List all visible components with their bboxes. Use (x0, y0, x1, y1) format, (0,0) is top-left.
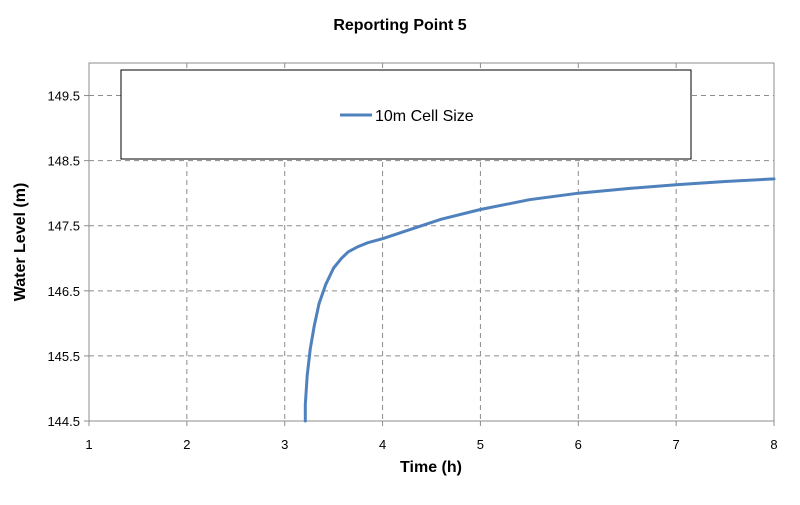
y-axis: 144.5 145.5 146.5 147.5 148.5 149.5 (47, 89, 89, 429)
legend: 10m Cell Size (120, 69, 692, 160)
x-tick-label: 4 (379, 437, 386, 452)
y-tick-label: 149.5 (47, 89, 80, 104)
x-tick-label: 6 (575, 437, 582, 452)
series-line-10m-cell-size (303, 177, 776, 423)
x-axis-label: Time (h) (400, 459, 462, 476)
y-axis-label: Water Level (m) (12, 183, 29, 302)
plot-area (88, 62, 775, 422)
x-tick-label: 7 (673, 437, 680, 452)
y-tick-label: 144.5 (47, 414, 80, 429)
y-tick-label: 146.5 (47, 284, 80, 299)
y-tick-label: 147.5 (47, 219, 80, 234)
y-tick-label: 148.5 (47, 154, 80, 169)
chart-title: Reporting Point 5 (333, 17, 466, 34)
legend-label: 10m Cell Size (375, 108, 474, 125)
y-tick-label: 145.5 (47, 349, 80, 364)
x-tick-label: 8 (770, 437, 777, 452)
legend-box (120, 69, 692, 160)
x-tick-label: 5 (477, 437, 484, 452)
x-tick-label: 1 (85, 437, 92, 452)
x-tick-label: 3 (281, 437, 288, 452)
x-tick-label: 2 (183, 437, 190, 452)
x-axis: 1 2 3 4 5 6 7 8 (85, 421, 778, 452)
